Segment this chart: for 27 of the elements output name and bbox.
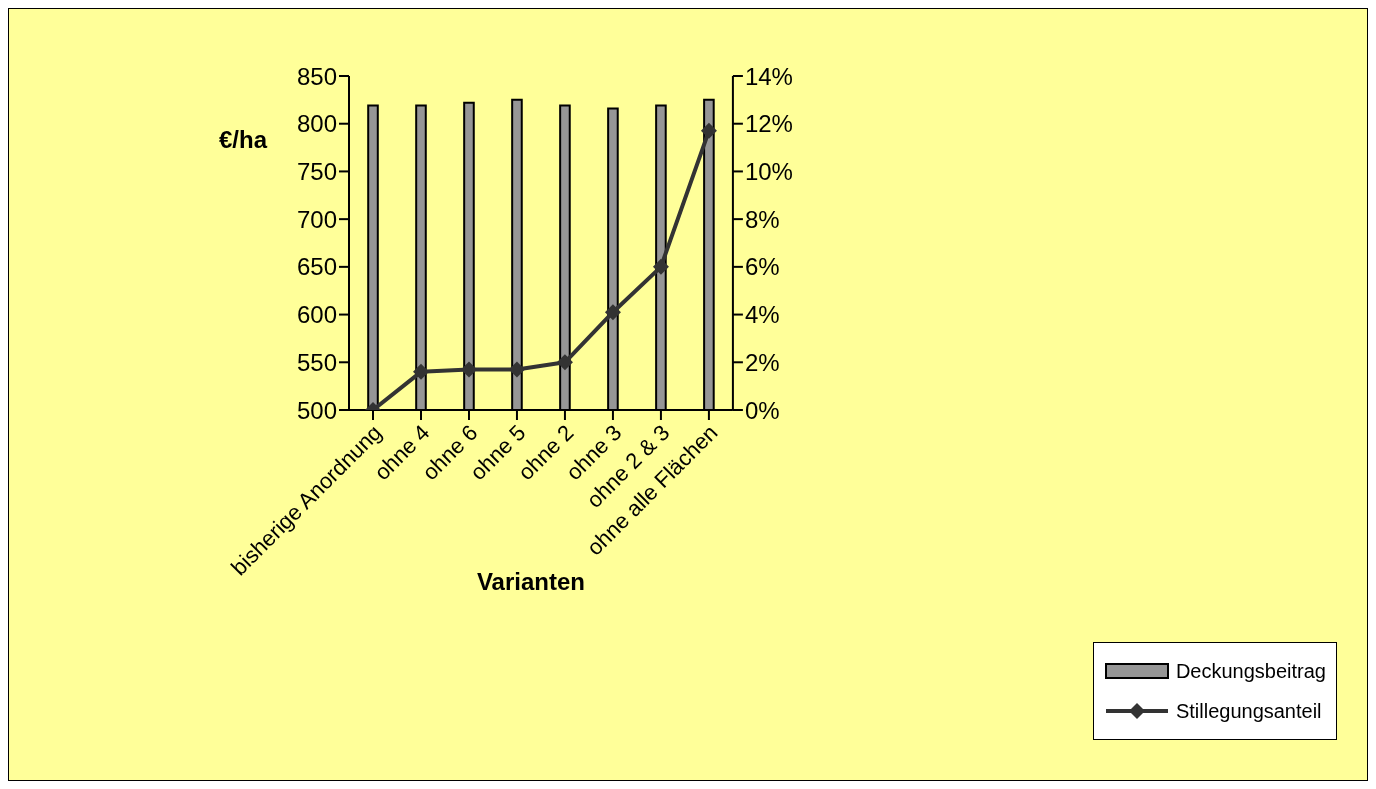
y2-tick-label: 14% [744, 62, 793, 90]
y-tick-label: 500 [296, 396, 337, 424]
y2-tick-label: 2% [744, 348, 780, 376]
y-tick-label: 600 [296, 301, 337, 329]
y2-tick-label: 8% [744, 205, 780, 233]
y-tick-label: 800 [296, 110, 337, 138]
y-axis-title: €/ha [219, 126, 268, 154]
legend-label: Deckungsbeitrag [1175, 659, 1326, 683]
y-tick-label: 650 [296, 253, 337, 281]
y-tick-label: 700 [296, 205, 337, 233]
y2-tick-label: 10% [744, 157, 793, 185]
y-tick-label: 850 [296, 62, 337, 90]
point [460, 361, 477, 378]
y2-tick-label: 12% [744, 110, 793, 138]
y-tick-label: 750 [296, 157, 337, 185]
point [412, 363, 429, 380]
legend-label: Stillegungsanteil [1175, 699, 1322, 723]
y-tick-label: 550 [296, 348, 337, 376]
point [700, 122, 717, 139]
y2-tick-label: 4% [744, 301, 780, 329]
y2-tick-label: 6% [744, 253, 780, 281]
y2-tick-label: 0% [744, 396, 780, 424]
x-axis-title: Varianten [476, 568, 585, 595]
point [556, 354, 573, 371]
point [652, 258, 669, 275]
point [604, 304, 621, 321]
point [508, 361, 525, 378]
